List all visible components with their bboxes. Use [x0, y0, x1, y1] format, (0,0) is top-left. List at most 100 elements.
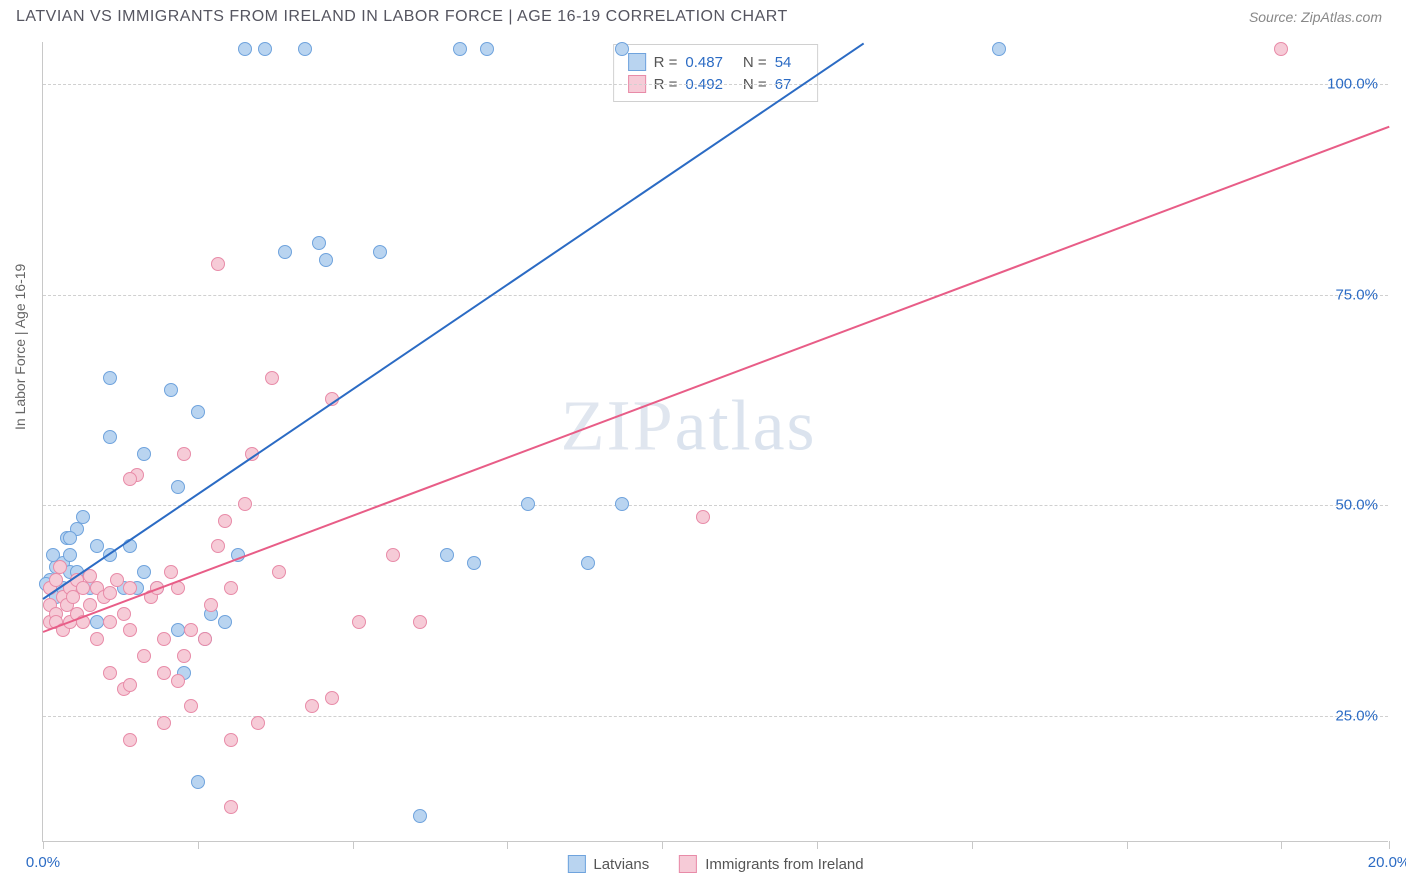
x-tick: [507, 841, 508, 849]
source-label: Source: ZipAtlas.com: [1249, 9, 1382, 25]
data-point: [157, 716, 171, 730]
x-tick-label: 20.0%: [1368, 854, 1406, 871]
data-point: [103, 430, 117, 444]
x-tick: [662, 841, 663, 849]
data-point: [137, 649, 151, 663]
data-point: [123, 733, 137, 747]
y-tick-label: 75.0%: [1335, 286, 1378, 303]
data-point: [238, 497, 252, 511]
data-point: [413, 809, 427, 823]
x-tick-label: 0.0%: [26, 854, 60, 871]
data-point: [63, 548, 77, 562]
data-point: [204, 598, 218, 612]
data-point: [305, 699, 319, 713]
data-point: [191, 405, 205, 419]
data-point: [218, 514, 232, 528]
y-tick-label: 50.0%: [1335, 497, 1378, 514]
data-point: [224, 581, 238, 595]
data-point: [123, 678, 137, 692]
data-point: [386, 548, 400, 562]
data-point: [90, 539, 104, 553]
data-point: [184, 623, 198, 637]
data-point: [413, 615, 427, 629]
data-point: [53, 560, 67, 574]
data-point: [177, 649, 191, 663]
data-point: [251, 716, 265, 730]
data-point: [171, 480, 185, 494]
legend-row-latvians: R = 0.487 N = 54: [628, 51, 804, 73]
data-point: [615, 497, 629, 511]
data-point: [117, 607, 131, 621]
data-point: [177, 447, 191, 461]
y-axis-label: In Labor Force | Age 16-19: [12, 264, 28, 430]
data-point: [325, 691, 339, 705]
x-tick: [1281, 841, 1282, 849]
data-point: [467, 556, 481, 570]
chart-title: LATVIAN VS IMMIGRANTS FROM IRELAND IN LA…: [16, 8, 788, 26]
data-point: [103, 666, 117, 680]
data-point: [224, 733, 238, 747]
x-tick: [198, 841, 199, 849]
legend-label-latvians: Latvians: [593, 856, 649, 873]
data-point: [278, 245, 292, 259]
legend-r-value-latvians: 0.487: [685, 54, 723, 71]
data-point: [103, 615, 117, 629]
scatter-chart: ZIPatlas R = 0.487 N = 54 R = 0.492 N = …: [42, 42, 1388, 842]
data-point: [137, 447, 151, 461]
data-point: [265, 371, 279, 385]
data-point: [238, 42, 252, 56]
x-tick: [1127, 841, 1128, 849]
data-point: [198, 632, 212, 646]
data-point: [123, 472, 137, 486]
data-point: [480, 42, 494, 56]
legend-label-ireland: Immigrants from Ireland: [705, 856, 863, 873]
data-point: [224, 800, 238, 814]
swatch-ireland: [679, 855, 697, 873]
x-tick: [817, 841, 818, 849]
data-point: [440, 548, 454, 562]
data-point: [298, 42, 312, 56]
data-point: [76, 510, 90, 524]
data-point: [211, 539, 225, 553]
x-tick: [353, 841, 354, 849]
data-point: [352, 615, 366, 629]
data-point: [218, 615, 232, 629]
data-point: [1274, 42, 1288, 56]
data-point: [137, 565, 151, 579]
header: LATVIAN VS IMMIGRANTS FROM IRELAND IN LA…: [0, 0, 1406, 34]
data-point: [123, 623, 137, 637]
swatch-latvians: [567, 855, 585, 873]
data-point: [157, 666, 171, 680]
data-point: [211, 257, 225, 271]
data-point: [76, 581, 90, 595]
data-point: [373, 245, 387, 259]
x-tick: [1389, 841, 1390, 849]
data-point: [615, 42, 629, 56]
data-point: [184, 699, 198, 713]
gridline: [43, 295, 1388, 296]
legend-item-ireland: Immigrants from Ireland: [679, 855, 863, 873]
data-point: [521, 497, 535, 511]
legend-r-label: R =: [654, 54, 678, 71]
x-tick: [972, 841, 973, 849]
data-point: [164, 565, 178, 579]
legend-n-label: N =: [743, 54, 767, 71]
data-point: [319, 253, 333, 267]
data-point: [157, 632, 171, 646]
x-tick: [43, 841, 44, 849]
swatch-latvians: [628, 53, 646, 71]
y-tick-label: 25.0%: [1335, 707, 1378, 724]
data-point: [258, 42, 272, 56]
data-point: [453, 42, 467, 56]
data-point: [110, 573, 124, 587]
data-point: [992, 42, 1006, 56]
trendline: [43, 126, 1390, 633]
y-tick-label: 100.0%: [1327, 76, 1378, 93]
data-point: [164, 383, 178, 397]
legend-item-latvians: Latvians: [567, 855, 649, 873]
data-point: [312, 236, 326, 250]
trendline: [42, 42, 864, 599]
data-point: [90, 615, 104, 629]
data-point: [63, 531, 77, 545]
watermark-bold: ZIP: [561, 385, 675, 465]
